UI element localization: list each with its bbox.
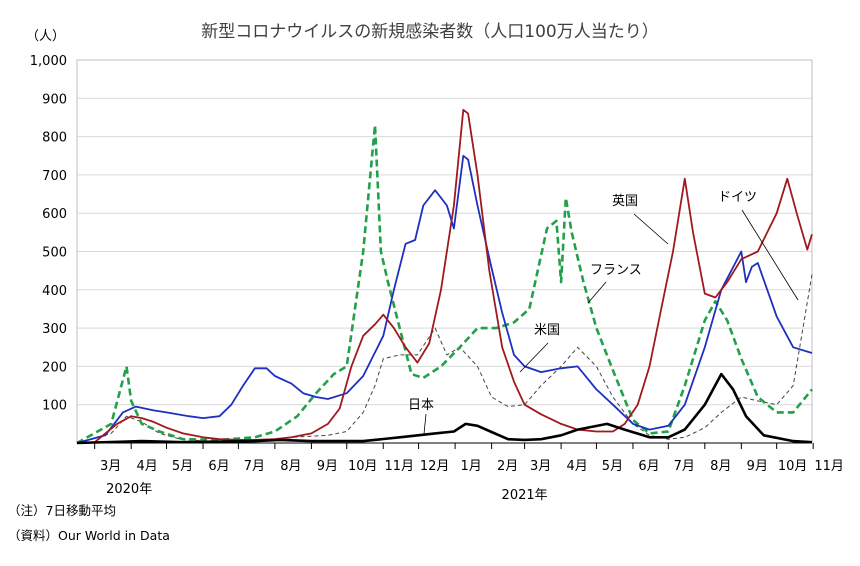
y-tick-label: 200 <box>42 360 67 375</box>
y-tick-label: 500 <box>42 246 67 261</box>
leader-line <box>741 209 799 301</box>
x-tick-label: 12月 <box>420 459 450 474</box>
x-tick-label: 9月 <box>747 459 768 474</box>
chart-title: 新型コロナウイルスの新規感染者数（人口100万人当たり） <box>201 22 658 42</box>
x-tick-label: 8月 <box>710 459 731 474</box>
x-tick-label: 9月 <box>317 459 338 474</box>
series-label: フランス <box>590 263 642 278</box>
series-line-日本 <box>76 372 813 445</box>
x-tick-label: 4月 <box>566 459 587 474</box>
x-tick-label: 3月 <box>100 459 121 474</box>
series-line-フランス <box>76 123 814 445</box>
y-tick-label: 600 <box>42 207 67 222</box>
y-tick-label: 300 <box>42 322 67 337</box>
x-tick-label: 2月 <box>497 459 518 474</box>
y-tick-label: 1,000 <box>30 54 67 69</box>
year-label-2021: 2021年 <box>502 488 548 503</box>
leader-line <box>633 213 669 245</box>
series-label: 英国 <box>612 194 638 209</box>
series-label: ドイツ <box>718 190 757 205</box>
x-tick-label: 6月 <box>208 459 229 474</box>
y-tick-label: 700 <box>42 169 67 184</box>
x-tick-label: 5月 <box>172 459 193 474</box>
series-line-英国 <box>76 108 813 444</box>
series-label: 日本 <box>408 398 434 413</box>
y-tick-label: 800 <box>42 131 67 146</box>
x-tick-label: 10月 <box>348 459 378 474</box>
x-tick-label: 5月 <box>602 459 623 474</box>
axes: 1,000 900 800 700 600 500 400 300 200 100 3月 4月 5月 6月… <box>30 54 844 503</box>
x-tick-label: 6月 <box>638 459 659 474</box>
x-tick-label: 7月 <box>674 459 695 474</box>
leader-line <box>519 342 549 373</box>
leader-line <box>587 281 607 304</box>
series-label: 米国 <box>534 323 560 338</box>
y-axis-unit-label: （人） <box>26 29 65 44</box>
year-label-2020: 2020年 <box>106 482 152 497</box>
x-tick-label: 3月 <box>530 459 551 474</box>
y-tick-label: 900 <box>42 92 67 107</box>
x-tick-label: 10月 <box>778 459 808 474</box>
y-tick-label: 100 <box>42 399 67 414</box>
x-tick-label: 11月 <box>384 459 414 474</box>
leader-line <box>423 413 427 435</box>
x-tick-label: 8月 <box>280 459 301 474</box>
note-source: （資料）Our World in Data <box>8 528 170 543</box>
series-layer <box>76 108 814 445</box>
gridlines <box>76 59 813 444</box>
y-tick-label: 400 <box>42 284 67 299</box>
x-tick-label: 7月 <box>244 459 265 474</box>
note-moving-average: （注）7日移動平均 <box>8 503 116 518</box>
series-line-米国 <box>76 154 813 444</box>
x-tick-label: 4月 <box>137 459 158 474</box>
x-tick-label: 11月 <box>814 459 844 474</box>
x-tick-label: 1月 <box>460 459 481 474</box>
